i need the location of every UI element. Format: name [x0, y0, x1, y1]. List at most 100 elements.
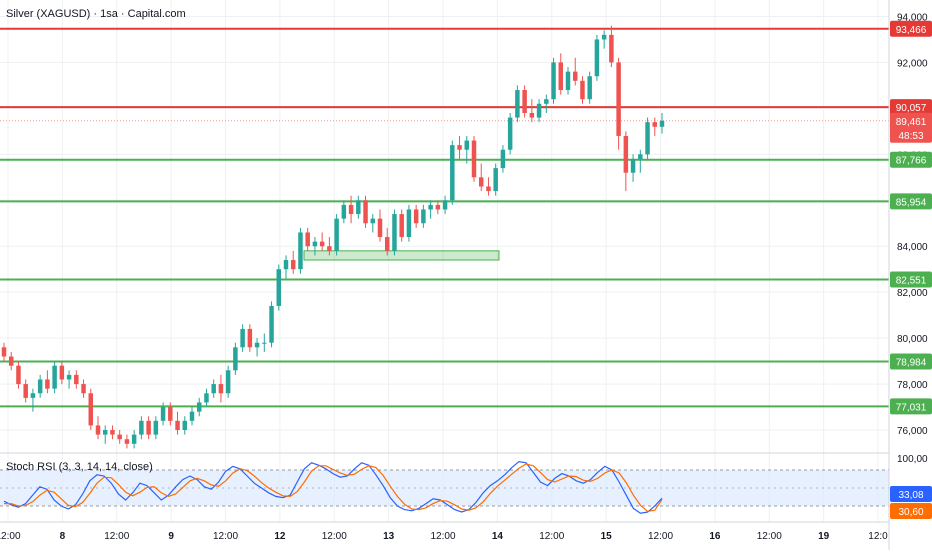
- grid-layer: [0, 0, 889, 522]
- support-level-badge: [890, 193, 932, 210]
- time-axis[interactable]: 12:00 8 12:00 9 12:00 12 12:00 13 12:00 14 12:00 15…: [0, 531, 888, 542]
- candle: [8, 351, 14, 371]
- candle-body: [81, 384, 86, 394]
- candle: [225, 365, 231, 398]
- candle-body: [233, 347, 238, 371]
- candle: [196, 397, 202, 417]
- last-price-badge: [890, 112, 932, 143]
- candle: [110, 425, 115, 440]
- candle-body: [124, 439, 130, 444]
- candle: [153, 416, 159, 440]
- candle: [377, 209, 383, 242]
- candle: [493, 163, 498, 196]
- candle-body: [421, 209, 426, 224]
- candle-body: [384, 237, 390, 251]
- candle-body: [146, 420, 151, 435]
- candle-body: [175, 420, 180, 431]
- candle-body: [102, 430, 108, 435]
- candle-body: [168, 407, 173, 421]
- candle-body: [1, 347, 7, 357]
- zone-layer: [303, 250, 500, 261]
- candle: [522, 85, 527, 118]
- candle-body: [486, 186, 491, 192]
- time-tick-label: 12:00: [322, 531, 347, 542]
- support-level-badge: [890, 151, 932, 168]
- candle: [95, 416, 101, 440]
- candle-body: [74, 374, 79, 385]
- candle: [659, 112, 665, 134]
- candle-body: [276, 269, 282, 306]
- candle-body: [478, 177, 484, 187]
- candle-body: [225, 370, 231, 394]
- candle-body: [515, 90, 520, 118]
- time-tick-label: 12:00: [757, 531, 782, 542]
- chart-title: Silver (XAGUSD) · 1sa · Capital.com: [6, 8, 186, 20]
- candle-body: [153, 420, 159, 435]
- candle-body: [319, 241, 325, 247]
- candle-body: [435, 204, 441, 210]
- candle: [442, 195, 448, 215]
- candle-body: [95, 425, 101, 435]
- candle-body: [507, 117, 513, 150]
- candle-body: [558, 62, 564, 91]
- candle: [30, 388, 36, 412]
- time-tick-label: 12:0: [868, 531, 888, 542]
- candle-body: [298, 232, 303, 270]
- candle: [623, 131, 629, 192]
- candle: [428, 200, 433, 219]
- candle-body: [218, 384, 224, 394]
- candle-body: [182, 420, 188, 431]
- candle: [471, 135, 477, 182]
- candle-body: [493, 168, 498, 192]
- candle-body: [565, 71, 571, 91]
- candle: [276, 264, 282, 311]
- candle-body: [254, 342, 260, 348]
- candle: [587, 71, 592, 104]
- candle-body: [356, 200, 361, 215]
- time-tick-label: 16: [709, 531, 721, 542]
- candle: [406, 204, 412, 242]
- candle-body: [283, 260, 289, 270]
- time-tick-label: 8: [60, 531, 66, 542]
- support-level-badge: [890, 398, 932, 415]
- candle-body: [399, 214, 404, 238]
- candle: [131, 430, 137, 449]
- last-price-label: 89,461: [896, 117, 927, 128]
- candle: [399, 209, 404, 242]
- time-tick-label: 12:00: [213, 531, 238, 542]
- candle-body: [160, 407, 166, 421]
- candle: [565, 67, 571, 95]
- candle-body: [37, 379, 43, 394]
- candle-body: [269, 305, 274, 343]
- time-tick-label: 12:00: [539, 531, 564, 542]
- candle: [290, 250, 296, 274]
- stoch-rsi-d-line: [4, 463, 663, 513]
- candle: [536, 99, 542, 123]
- levels-layer: [0, 27, 889, 408]
- candle-body: [471, 140, 477, 178]
- candle-body: [450, 145, 455, 201]
- candle-body: [587, 76, 592, 100]
- candle: [580, 76, 585, 104]
- rsi-band-layer: [0, 469, 889, 507]
- resistance-level-label: 90,057: [896, 103, 927, 114]
- candle-body: [392, 214, 397, 251]
- candle-body: [66, 374, 72, 380]
- candle: [363, 195, 368, 228]
- candle-body: [536, 103, 542, 118]
- candle-body: [117, 434, 122, 440]
- candle: [551, 57, 556, 104]
- candle-body: [406, 209, 412, 238]
- candle-body: [59, 365, 65, 380]
- candle-body: [110, 430, 115, 435]
- candle: [616, 57, 621, 150]
- candle: [601, 30, 607, 49]
- candle: [421, 204, 426, 228]
- candle: [254, 338, 260, 357]
- candle-body: [312, 241, 318, 247]
- candle-body: [52, 365, 57, 389]
- candle: [348, 195, 354, 224]
- candle: [457, 135, 462, 159]
- price-tick-label: 84,000: [897, 242, 928, 253]
